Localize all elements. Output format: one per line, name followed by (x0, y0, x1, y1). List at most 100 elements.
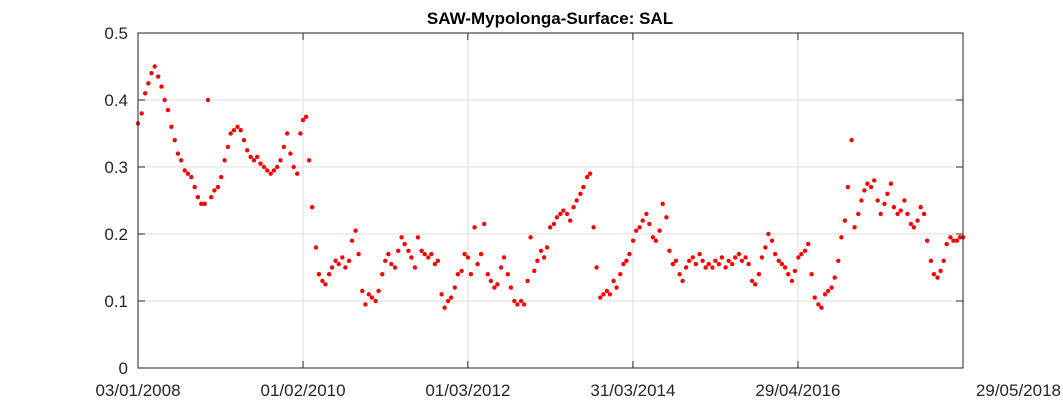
data-point (667, 248, 672, 253)
data-point (647, 221, 652, 227)
data-point (349, 238, 355, 243)
data-point (653, 238, 659, 243)
data-point (759, 255, 765, 260)
x-tick-label: 01/03/2012 (425, 381, 510, 400)
data-point (386, 251, 391, 257)
data-point (306, 158, 312, 163)
data-point (584, 174, 590, 180)
data-point (786, 272, 791, 277)
data-point (868, 184, 874, 190)
data-point (888, 181, 894, 186)
data-point (839, 235, 844, 240)
data-point (809, 272, 814, 277)
data-point (532, 268, 537, 274)
data-point (948, 235, 953, 240)
data-point (415, 235, 421, 240)
data-point (802, 248, 808, 253)
data-point (261, 164, 267, 170)
data-point (515, 302, 520, 307)
data-point (195, 195, 201, 200)
data-point (265, 168, 270, 173)
data-point (275, 164, 280, 170)
data-point (769, 238, 775, 243)
data-point (749, 278, 755, 284)
data-point (353, 228, 358, 233)
data-point (918, 205, 923, 210)
data-point (935, 275, 940, 280)
y-tick-label: 0.1 (104, 292, 128, 311)
data-point (657, 228, 662, 233)
data-point (578, 191, 583, 196)
data-point (650, 235, 656, 240)
data-point (796, 255, 801, 260)
data-point (921, 211, 927, 217)
data-point (468, 272, 474, 277)
data-point (505, 272, 510, 277)
data-point (512, 298, 517, 304)
data-point (356, 251, 361, 257)
data-point (432, 261, 438, 267)
data-point (165, 107, 171, 113)
data-point (439, 292, 444, 297)
data-point (192, 184, 197, 190)
data-point (462, 251, 467, 257)
data-point (627, 251, 632, 257)
data-point (564, 211, 570, 217)
data-point (697, 251, 702, 257)
data-point (687, 258, 692, 263)
data-points (135, 64, 966, 310)
data-point (829, 285, 834, 290)
data-point (369, 295, 375, 300)
data-point (521, 302, 527, 307)
data-point (488, 278, 494, 284)
data-point (614, 285, 619, 290)
x-tick-label: 31/03/2014 (590, 381, 675, 400)
data-point (905, 211, 910, 217)
data-point (152, 64, 157, 69)
data-point (406, 248, 411, 253)
y-tick-label: 0.4 (104, 91, 128, 110)
data-point (235, 124, 240, 129)
data-point (763, 245, 768, 250)
data-point (660, 201, 665, 206)
data-point (832, 275, 837, 280)
data-point (902, 198, 907, 203)
data-point (882, 201, 887, 206)
data-point (222, 158, 227, 163)
data-point (928, 258, 934, 263)
data-point (175, 151, 181, 156)
data-point (459, 268, 464, 274)
data-point (574, 198, 579, 203)
data-point (343, 265, 348, 270)
data-point (856, 211, 861, 217)
data-point (189, 174, 194, 180)
data-point (568, 218, 573, 223)
data-point (333, 258, 338, 263)
data-point (316, 272, 322, 277)
data-point (915, 218, 920, 223)
data-point (435, 258, 441, 263)
data-point (535, 258, 540, 263)
data-point (518, 298, 524, 304)
data-point (310, 205, 315, 210)
data-point (677, 272, 682, 277)
data-point (268, 171, 273, 176)
data-point (336, 261, 341, 267)
data-point (248, 154, 253, 160)
data-point (402, 241, 407, 247)
data-point (492, 285, 497, 290)
data-point (908, 221, 914, 227)
data-point (554, 215, 560, 220)
y-tick-label: 0.3 (104, 158, 128, 177)
data-point (179, 158, 184, 163)
data-point (746, 261, 751, 267)
data-point (670, 261, 676, 267)
data-point (541, 255, 547, 260)
data-point (779, 261, 785, 267)
data-point (931, 272, 937, 277)
data-point (258, 161, 263, 166)
data-point (640, 218, 645, 223)
data-point (872, 178, 877, 183)
data-point (845, 184, 851, 190)
